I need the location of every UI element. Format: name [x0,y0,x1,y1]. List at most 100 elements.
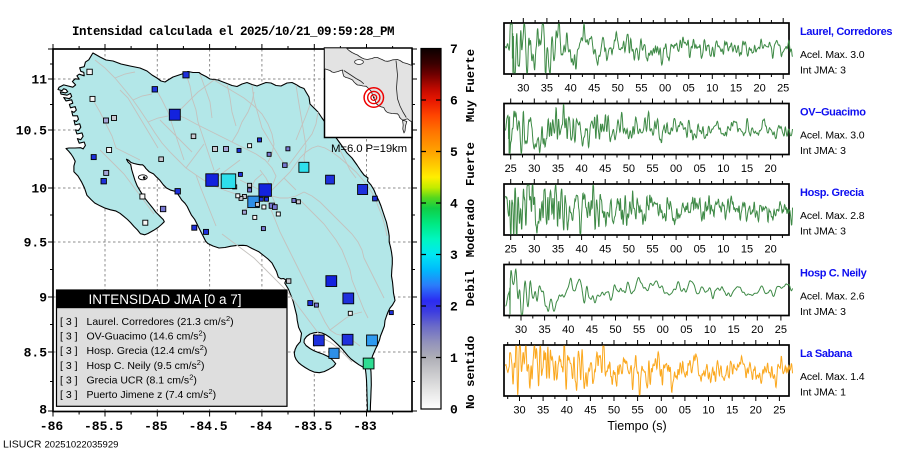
svg-text:35: 35 [552,163,564,175]
svg-text:20: 20 [764,244,776,256]
svg-text:[ 3 ]: [ 3 ] [60,345,78,357]
svg-text:00: 00 [657,324,669,336]
svg-text:50: 50 [623,244,635,256]
svg-text:-86: -86 [40,419,64,434]
svg-text:00: 00 [659,83,671,95]
svg-text:45: 45 [599,163,611,175]
svg-text:Acel. Max. 1.4: Acel. Max. 1.4 [800,371,865,383]
svg-text:35: 35 [538,324,550,336]
svg-text:6: 6 [450,94,458,109]
svg-text:-85: -85 [144,419,168,434]
svg-text:4: 4 [450,197,458,212]
svg-text:11: 11 [31,73,47,88]
svg-text:10: 10 [717,244,729,256]
svg-text:25: 25 [505,163,517,175]
svg-text:55: 55 [635,83,647,95]
svg-text:Acel. Max. 2.6: Acel. Max. 2.6 [800,291,865,303]
svg-text:Acel. Max. 2.8: Acel. Max. 2.8 [800,210,865,222]
svg-text:15: 15 [741,163,753,175]
svg-text:Hosp. Grecia: Hosp. Grecia [800,187,865,199]
svg-text:15: 15 [726,405,738,417]
svg-text:Int JMA: 3: Int JMA: 3 [800,226,846,238]
svg-text:20: 20 [753,83,765,95]
svg-text:10: 10 [717,163,729,175]
svg-text:25: 25 [773,405,785,417]
svg-text:55: 55 [631,405,643,417]
svg-text:7: 7 [450,42,458,57]
svg-text:3: 3 [450,248,458,263]
svg-text:40: 40 [561,405,573,417]
svg-text:[ 3 ]: [ 3 ] [60,389,78,401]
svg-text:Acel. Max. 3.0: Acel. Max. 3.0 [800,49,865,61]
svg-text:05: 05 [694,163,706,175]
svg-text:1: 1 [450,351,458,366]
svg-text:Int JMA: 3: Int JMA: 3 [800,306,846,318]
svg-text:Puerto Jimene z (7.4 cm/s2): Puerto Jimene z (7.4 cm/s2) [87,387,217,401]
svg-text:25: 25 [777,83,789,95]
svg-text:5: 5 [450,145,458,160]
svg-text:20: 20 [751,324,763,336]
svg-text:15: 15 [741,244,753,256]
svg-text:9.5: 9.5 [24,236,48,251]
svg-text:-83: -83 [353,419,377,434]
svg-text:No sentido: No sentido [464,336,478,409]
svg-text:35: 35 [537,405,549,417]
svg-text:50: 50 [612,83,624,95]
svg-text:05: 05 [683,83,695,95]
svg-text:Tiempo (s): Tiempo (s) [607,419,666,433]
svg-text:35: 35 [552,244,564,256]
svg-text:Laurel. Corredores (21.3 cm/s2: Laurel. Corredores (21.3 cm/s2) [87,314,234,328]
svg-text:05: 05 [694,244,706,256]
svg-text:Hosp C. Neily (9.5 cm/s2): Hosp C. Neily (9.5 cm/s2) [87,358,205,372]
svg-text:10: 10 [706,83,718,95]
svg-text:40: 40 [575,244,587,256]
svg-text:[ 3 ]: [ 3 ] [60,316,78,328]
svg-text:25: 25 [505,244,517,256]
svg-text:8: 8 [39,403,47,418]
svg-text:10.5: 10.5 [16,124,47,139]
svg-text:50: 50 [623,163,635,175]
svg-text:35: 35 [541,83,553,95]
svg-text:Int JMA: 1: Int JMA: 1 [800,387,846,399]
svg-text:2: 2 [450,300,458,315]
svg-text:50: 50 [609,324,621,336]
svg-text:Muy Fuerte: Muy Fuerte [464,49,478,122]
svg-text:-84: -84 [249,419,273,434]
svg-text:Moderado: Moderado [464,199,478,258]
svg-text:OV–Guacimo: OV–Guacimo [800,107,866,119]
svg-text:Int JMA: 3: Int JMA: 3 [800,65,846,77]
svg-text:40: 40 [562,324,574,336]
svg-text:-84.5: -84.5 [189,419,228,434]
svg-text:20: 20 [750,405,762,417]
svg-text:30: 30 [517,83,529,95]
svg-text:10: 10 [31,182,47,197]
svg-text:55: 55 [646,163,658,175]
svg-text:Grecia UCR (8.1 cm/s2): Grecia UCR (8.1 cm/s2) [87,372,197,386]
svg-text:30: 30 [528,163,540,175]
svg-text:[ 3 ]: [ 3 ] [60,331,78,343]
svg-text:0: 0 [450,403,458,418]
svg-text:55: 55 [633,324,645,336]
svg-text:45: 45 [586,324,598,336]
svg-text:15: 15 [728,324,740,336]
svg-text:05: 05 [679,405,691,417]
svg-text:40: 40 [564,83,576,95]
svg-text:La Sabana: La Sabana [800,348,853,360]
svg-text:[ 3 ]: [ 3 ] [60,360,78,372]
svg-text:00: 00 [670,244,682,256]
svg-text:10: 10 [702,405,714,417]
svg-text:Hosp C. Neily: Hosp C. Neily [800,268,868,280]
svg-text:[ 3 ]: [ 3 ] [60,374,78,386]
svg-text:Int JMA: 3: Int JMA: 3 [800,145,846,157]
svg-text:20: 20 [764,163,776,175]
svg-text:15: 15 [730,83,742,95]
svg-text:Fuerte: Fuerte [464,142,478,186]
svg-text:40: 40 [575,163,587,175]
svg-text:00: 00 [655,405,667,417]
svg-text:30: 30 [528,244,540,256]
svg-text:-83.5: -83.5 [293,419,332,434]
svg-text:8.5: 8.5 [24,346,48,361]
svg-text:Laurel, Corredores: Laurel, Corredores [800,26,892,38]
svg-text:30: 30 [513,405,525,417]
svg-text:Debil: Debil [464,270,478,307]
